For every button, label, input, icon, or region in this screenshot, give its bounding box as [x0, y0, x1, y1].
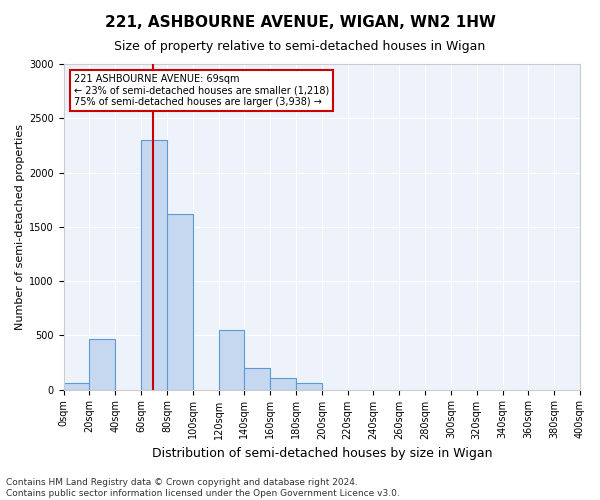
Bar: [167, 214, 193, 390]
Bar: [244, 368, 270, 390]
Bar: [296, 383, 322, 390]
Bar: [64, 383, 89, 390]
Bar: [270, 378, 296, 390]
Text: 221 ASHBOURNE AVENUE: 69sqm
← 23% of semi-detached houses are smaller (1,218)
75: 221 ASHBOURNE AVENUE: 69sqm ← 23% of sem…: [74, 74, 329, 107]
Bar: [218, 330, 244, 390]
Bar: [89, 338, 115, 390]
Y-axis label: Number of semi-detached properties: Number of semi-detached properties: [15, 124, 25, 330]
Text: Contains HM Land Registry data © Crown copyright and database right 2024.
Contai: Contains HM Land Registry data © Crown c…: [6, 478, 400, 498]
Text: 221, ASHBOURNE AVENUE, WIGAN, WN2 1HW: 221, ASHBOURNE AVENUE, WIGAN, WN2 1HW: [104, 15, 496, 30]
Text: Size of property relative to semi-detached houses in Wigan: Size of property relative to semi-detach…: [115, 40, 485, 53]
X-axis label: Distribution of semi-detached houses by size in Wigan: Distribution of semi-detached houses by …: [152, 447, 492, 460]
Bar: [141, 140, 167, 390]
